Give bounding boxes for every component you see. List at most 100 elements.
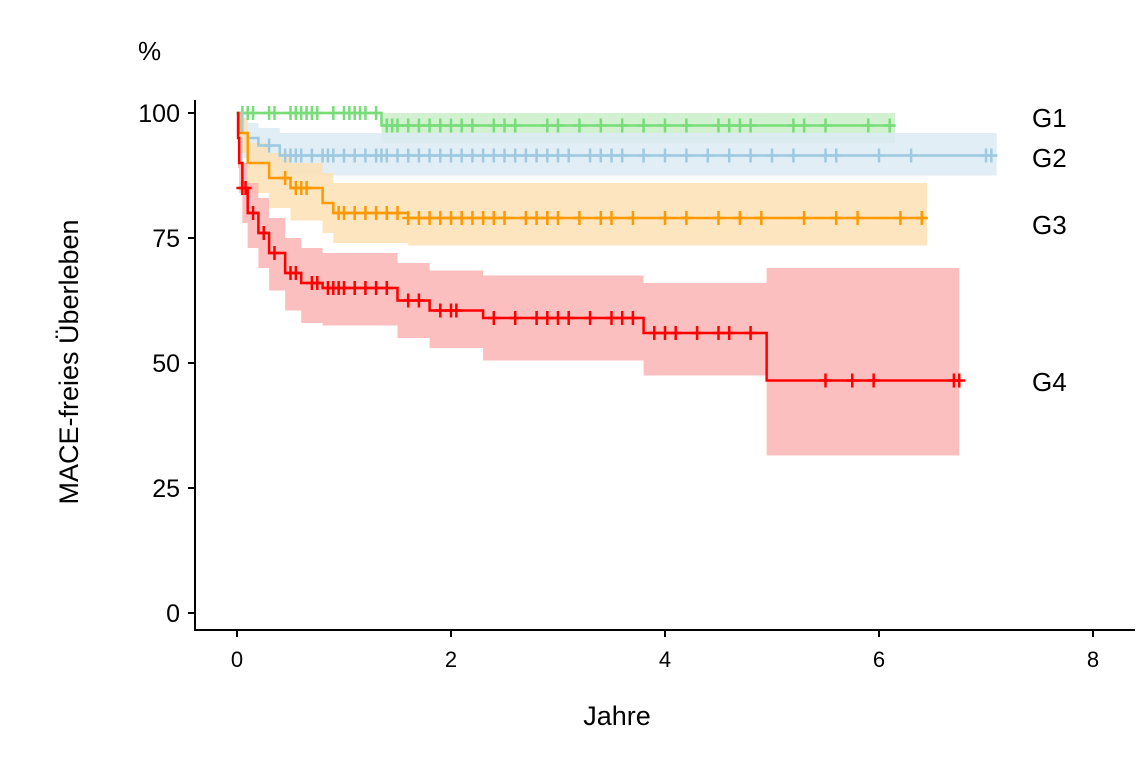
censor-mark [305, 148, 318, 163]
censor-mark [755, 211, 768, 225]
y-tick-label: 25 [152, 475, 180, 503]
censor-mark [391, 118, 404, 133]
series-label-g1: G1 [1032, 103, 1067, 133]
censor-mark [289, 266, 302, 280]
censor-mark [530, 211, 543, 225]
censor-mark [434, 211, 447, 225]
y-tick-label: 50 [152, 350, 180, 378]
censor-mark [787, 118, 800, 133]
censor-mark [359, 148, 372, 163]
censor-mark [723, 326, 736, 340]
censor-mark [659, 326, 671, 340]
censor-mark [552, 148, 564, 163]
censor-mark [883, 118, 896, 133]
censor-mark [744, 118, 757, 133]
censor-mark [380, 148, 393, 163]
censor-mark [744, 326, 757, 340]
censor-mark [659, 148, 671, 163]
censor-mark [733, 118, 746, 133]
censor-mark [348, 281, 361, 295]
x-tick-label: 6 [873, 647, 885, 672]
censor-mark [445, 211, 457, 225]
censor-mark [338, 148, 350, 163]
censor-mark [712, 118, 725, 133]
censor-mark [798, 211, 811, 225]
censor-mark [257, 226, 270, 240]
censor-mark [637, 118, 650, 133]
censor-mark [402, 293, 415, 308]
censor-mark [723, 148, 736, 163]
censor-mark [573, 211, 586, 225]
censor-mark [434, 118, 447, 133]
censor-mark [616, 118, 629, 133]
censor-mark [723, 118, 736, 133]
censor-mark [498, 148, 511, 163]
censor-mark [894, 211, 907, 225]
censor-mark [455, 148, 468, 163]
censor-mark [573, 118, 586, 133]
censor-mark [498, 211, 511, 225]
censor-mark [247, 106, 260, 120]
censor-mark [830, 148, 843, 163]
censor-mark [637, 148, 650, 163]
censor-mark [445, 148, 457, 163]
censor-mark [584, 148, 597, 163]
censor-mark [594, 211, 607, 225]
censor-mark [562, 311, 575, 325]
ci-band-g4 [237, 113, 960, 456]
censor-mark [541, 148, 554, 163]
y-tick-label: 75 [152, 225, 180, 253]
censor-mark [450, 303, 463, 318]
censor-mark [626, 211, 639, 225]
censor-mark [359, 106, 372, 120]
censor-mark [616, 148, 629, 163]
censor-mark [851, 211, 864, 225]
x-tick-label: 8 [1087, 647, 1099, 672]
y-tick-label: 0 [166, 600, 180, 628]
censor-mark [733, 211, 746, 225]
censor-mark [552, 118, 564, 133]
censor-mark [712, 211, 725, 225]
censor-mark [391, 148, 404, 163]
censor-mark [830, 211, 843, 225]
censor-mark [519, 211, 532, 225]
censor-mark [348, 148, 361, 163]
survival-curve-g2 [237, 111, 997, 157]
censor-mark [659, 211, 671, 225]
censor-mark [498, 118, 511, 133]
censor-mark [605, 211, 618, 225]
censor-mark [530, 311, 543, 325]
censor-mark [445, 118, 457, 133]
censor-mark [402, 211, 415, 225]
censor-mark [487, 211, 500, 225]
censor-mark [423, 118, 436, 133]
censor-mark [552, 311, 564, 325]
censor-mark [477, 211, 490, 225]
censor-mark [669, 326, 682, 340]
censor-mark [509, 311, 522, 325]
censor-mark [680, 118, 693, 133]
censor-mark [327, 148, 340, 163]
ci-band-g2 [237, 113, 997, 176]
x-tick-label: 2 [445, 647, 457, 672]
censor-mark [466, 118, 479, 133]
censor-mark [953, 373, 966, 388]
censor-mark [477, 148, 490, 163]
censor-mark [584, 311, 597, 325]
censor-mark [466, 148, 479, 163]
series-label-g2: G2 [1032, 143, 1067, 173]
censor-mark [605, 148, 618, 163]
censor-mark [412, 293, 425, 308]
censor-mark [348, 206, 361, 220]
censor-mark [412, 211, 425, 225]
censor-mark [370, 281, 383, 295]
censor-mark [691, 326, 704, 340]
censor-mark [380, 206, 393, 220]
censor-mark [402, 148, 415, 163]
series-label-g4: G4 [1032, 367, 1067, 397]
censor-mark [509, 148, 522, 163]
censor-mark [798, 118, 811, 133]
censor-mark [423, 211, 436, 225]
censor-mark [552, 211, 564, 225]
censor-mark [247, 206, 260, 220]
